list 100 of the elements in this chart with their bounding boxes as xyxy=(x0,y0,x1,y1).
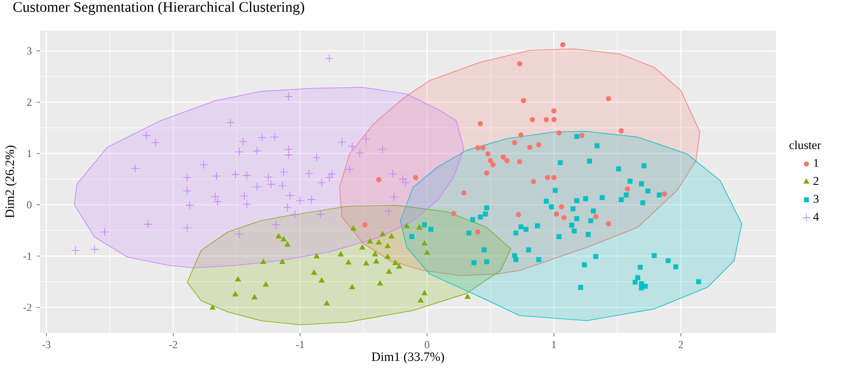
point xyxy=(475,229,480,235)
point xyxy=(312,153,321,162)
point xyxy=(520,98,526,104)
point xyxy=(317,178,326,188)
point xyxy=(536,142,542,148)
point xyxy=(210,304,216,310)
point xyxy=(484,205,490,210)
point xyxy=(574,216,580,222)
point xyxy=(544,174,550,180)
point xyxy=(182,186,192,196)
point xyxy=(279,168,288,176)
point xyxy=(348,142,357,151)
point xyxy=(362,222,368,228)
point xyxy=(401,178,410,188)
point xyxy=(311,270,317,275)
legend-label: 2 xyxy=(814,176,818,185)
y-tick-label: -1 xyxy=(23,252,32,260)
point xyxy=(422,240,428,246)
point xyxy=(278,181,287,190)
y-tick-label: -2 xyxy=(23,304,32,311)
point xyxy=(530,117,535,122)
point xyxy=(182,173,192,182)
point xyxy=(384,254,391,259)
point xyxy=(413,174,418,180)
point xyxy=(338,138,346,147)
point xyxy=(482,247,487,252)
point xyxy=(696,279,702,284)
legend-label: 3 xyxy=(814,194,819,203)
point xyxy=(231,170,240,179)
point xyxy=(238,137,248,146)
x-tick-label: 0 xyxy=(424,341,430,348)
point xyxy=(588,218,594,224)
point xyxy=(466,230,472,236)
point xyxy=(551,117,557,122)
point xyxy=(451,210,456,216)
point xyxy=(524,226,528,232)
point xyxy=(367,238,373,244)
point xyxy=(560,42,566,48)
point xyxy=(572,228,577,234)
point xyxy=(355,148,364,158)
point xyxy=(558,160,563,166)
point xyxy=(71,246,80,255)
point xyxy=(482,212,488,216)
legend-label: 4 xyxy=(813,212,819,221)
point xyxy=(624,186,630,192)
point xyxy=(373,258,380,264)
x-tick-label: -1 xyxy=(296,341,304,348)
y-tick-label: 2 xyxy=(27,98,32,106)
point xyxy=(324,54,334,63)
legend-label: 1 xyxy=(814,158,818,167)
point xyxy=(470,217,476,222)
point xyxy=(232,291,238,296)
point xyxy=(318,277,325,282)
point xyxy=(534,223,540,228)
point xyxy=(283,202,292,212)
point xyxy=(517,159,522,164)
point xyxy=(569,222,574,228)
point xyxy=(490,162,496,168)
point xyxy=(516,212,522,218)
point xyxy=(199,160,208,170)
y-tick-label: 3 xyxy=(27,47,32,54)
point xyxy=(558,204,564,210)
point xyxy=(662,191,667,197)
point xyxy=(642,163,647,168)
point xyxy=(142,131,151,140)
point xyxy=(635,275,640,280)
point xyxy=(100,228,110,236)
point xyxy=(226,118,235,128)
point xyxy=(570,206,576,212)
point xyxy=(582,262,587,268)
point xyxy=(554,211,560,217)
point xyxy=(606,221,612,226)
point xyxy=(632,280,638,285)
point xyxy=(428,226,434,232)
point xyxy=(606,96,612,102)
point xyxy=(392,260,398,266)
point xyxy=(284,92,294,101)
point xyxy=(518,224,524,230)
point xyxy=(276,233,282,238)
point xyxy=(578,284,584,290)
point xyxy=(284,145,294,154)
point xyxy=(416,224,422,230)
point xyxy=(324,173,334,182)
point xyxy=(314,253,320,258)
chart-title: Customer Segmentation (Hierarchical Clustering) xyxy=(13,2,304,15)
point xyxy=(618,197,624,202)
point xyxy=(422,290,428,296)
point xyxy=(182,224,192,232)
point xyxy=(475,145,480,150)
point xyxy=(252,294,258,300)
point xyxy=(376,177,382,182)
point xyxy=(485,151,491,157)
point xyxy=(284,242,290,247)
point xyxy=(396,264,402,269)
point xyxy=(461,190,466,196)
point xyxy=(504,158,510,164)
point xyxy=(517,61,522,66)
point xyxy=(380,231,386,236)
point xyxy=(151,138,160,148)
point xyxy=(424,250,430,255)
